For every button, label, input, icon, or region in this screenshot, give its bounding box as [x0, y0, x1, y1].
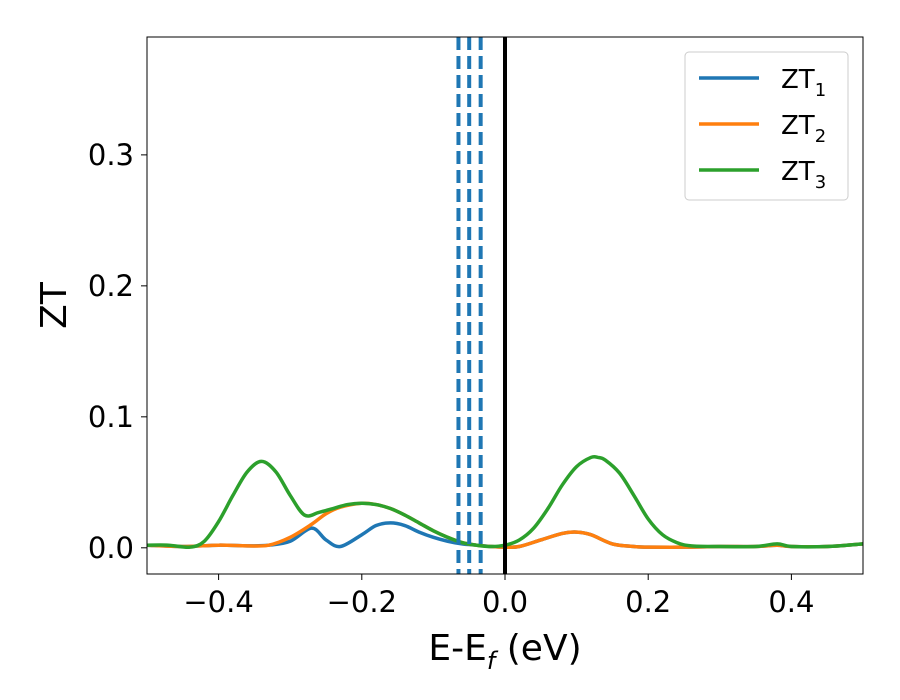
series-layer [147, 454, 863, 550]
x-axis-title-main: E-E [428, 628, 486, 669]
x-tick-label: −0.4 [183, 585, 253, 619]
legend-label-zt3: ZT3 [781, 157, 826, 193]
vline-layer [456, 37, 507, 574]
legend-box [684, 51, 849, 201]
x-axis-title-suffix: (eV) [495, 628, 581, 669]
legend-label-zt2: ZT2 [781, 111, 826, 147]
y-tick-label: 0.3 [88, 138, 134, 172]
legend-label-subscript: 2 [815, 126, 826, 147]
x-tick-label: −0.2 [327, 585, 397, 619]
legend-label-main: ZT [781, 111, 815, 141]
y-tick-label: 0.2 [88, 269, 134, 303]
x-tick-label: 0.4 [768, 585, 814, 619]
legend-label-zt1: ZT1 [781, 65, 826, 101]
y-tick-label: 0.0 [88, 531, 134, 565]
tick-layer: −0.4 −0.2 0.0 0.2 0.4 0.0 0.1 0.2 0.3 [88, 138, 815, 619]
y-tick-label: 0.1 [88, 400, 134, 434]
x-tick-label: 0.2 [625, 585, 671, 619]
legend-label-subscript: 3 [815, 172, 826, 193]
y-axis-title: ZT [34, 281, 75, 329]
series-line-zt3 [147, 454, 863, 550]
legend-label-subscript: 1 [815, 80, 826, 101]
legend-label-main: ZT [781, 157, 815, 187]
legend-label-main: ZT [781, 65, 815, 95]
x-tick-label: 0.0 [482, 585, 528, 619]
x-axis-title: E-Ef (eV) [428, 628, 581, 675]
